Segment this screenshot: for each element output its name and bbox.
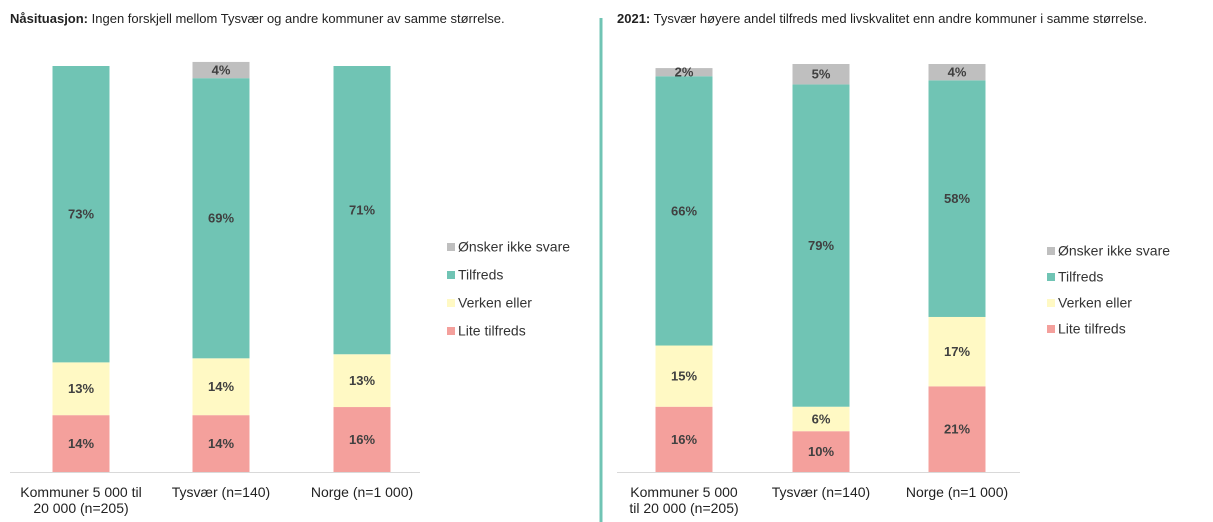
- chart-title: Nåsituasjon: Ingen forskjell mellom Tysv…: [10, 11, 575, 27]
- legend-marker: [1047, 325, 1055, 333]
- legend-label: Lite tilfreds: [458, 323, 526, 339]
- legend-label: Verken eller: [458, 295, 532, 311]
- title-prefix: Nåsituasjon:: [10, 11, 89, 26]
- bar-segment: [192, 61, 250, 79]
- legend-label: Ønsker ikke svare: [458, 239, 570, 255]
- legend-marker: [1047, 273, 1055, 281]
- data-label: 10%: [808, 444, 834, 459]
- data-label: 58%: [944, 191, 970, 206]
- bar-segment: [52, 362, 110, 416]
- x-tick-label: Kommuner 5 000 til 20 000 (n=205): [20, 484, 142, 516]
- bar-segment: [655, 406, 713, 472]
- bar-segment: [192, 78, 250, 359]
- legend-label: Tilfreds: [1058, 269, 1103, 285]
- legend-marker: [1047, 247, 1055, 255]
- chart-title: 2021: Tysvær høyere andel tilfreds med l…: [617, 11, 1207, 27]
- data-label: 16%: [349, 432, 375, 447]
- bar-segment: [52, 66, 110, 363]
- data-label: 5%: [812, 67, 831, 82]
- bar-segment: [928, 386, 986, 472]
- bar-segment: [792, 84, 850, 407]
- bar-segment: [52, 415, 110, 472]
- data-label: 14%: [208, 379, 234, 394]
- x-tick-label: Tysvær (n=140): [171, 484, 271, 500]
- legend-marker: [447, 327, 455, 335]
- x-tick-label: Norge (n=1 000): [310, 484, 414, 500]
- bar-segment: [928, 316, 986, 387]
- legend-marker: [447, 271, 455, 279]
- bar-segment: [192, 415, 250, 472]
- bar-segment: [655, 345, 713, 407]
- data-label: 15%: [671, 369, 697, 384]
- bar-segment: [333, 407, 391, 472]
- legend-label: Tilfreds: [458, 267, 503, 283]
- title-text: Tysvær høyere andel tilfreds med livskva…: [653, 11, 1148, 26]
- data-label: 2%: [675, 65, 694, 80]
- title-prefix: 2021:: [617, 11, 651, 26]
- data-label: 66%: [671, 203, 697, 218]
- data-label: 14%: [68, 436, 94, 451]
- data-label: 69%: [208, 211, 234, 226]
- data-label: 71%: [349, 203, 375, 218]
- legend-label: Ønsker ikke svare: [1058, 243, 1170, 259]
- data-label: 4%: [948, 65, 967, 80]
- data-label: 13%: [349, 373, 375, 388]
- bar-segment: [192, 358, 250, 416]
- bar-segment: [655, 76, 713, 346]
- legend-marker: [447, 299, 455, 307]
- x-tick-label: Kommuner 5 000 til 20 000 (n=205): [629, 484, 739, 516]
- x-tick-label: Tysvær (n=140): [771, 484, 871, 500]
- legend-label: Verken eller: [1058, 295, 1132, 311]
- bar-segment: [333, 66, 391, 355]
- bar-segment: [792, 64, 850, 85]
- bar-segment: [792, 406, 850, 432]
- data-label: 16%: [671, 432, 697, 447]
- bar-segment: [655, 68, 713, 77]
- x-tick-label: Norge (n=1 000): [905, 484, 1009, 500]
- bar-segment: [792, 431, 850, 472]
- data-label: 21%: [944, 422, 970, 437]
- data-label: 73%: [68, 207, 94, 222]
- bar-segment: [928, 80, 986, 317]
- title-text: Ingen forskjell mellom Tysvær og andre k…: [91, 11, 505, 26]
- data-label: 4%: [212, 62, 231, 77]
- bar-segment: [928, 64, 986, 81]
- legend-marker: [1047, 299, 1055, 307]
- legend-label: Lite tilfreds: [1058, 321, 1126, 337]
- data-label: 13%: [68, 381, 94, 396]
- data-label: 17%: [944, 344, 970, 359]
- data-label: 79%: [808, 238, 834, 253]
- legend-marker: [447, 243, 455, 251]
- data-label: 6%: [812, 411, 831, 426]
- bar-segment: [333, 354, 391, 408]
- data-label: 14%: [208, 436, 234, 451]
